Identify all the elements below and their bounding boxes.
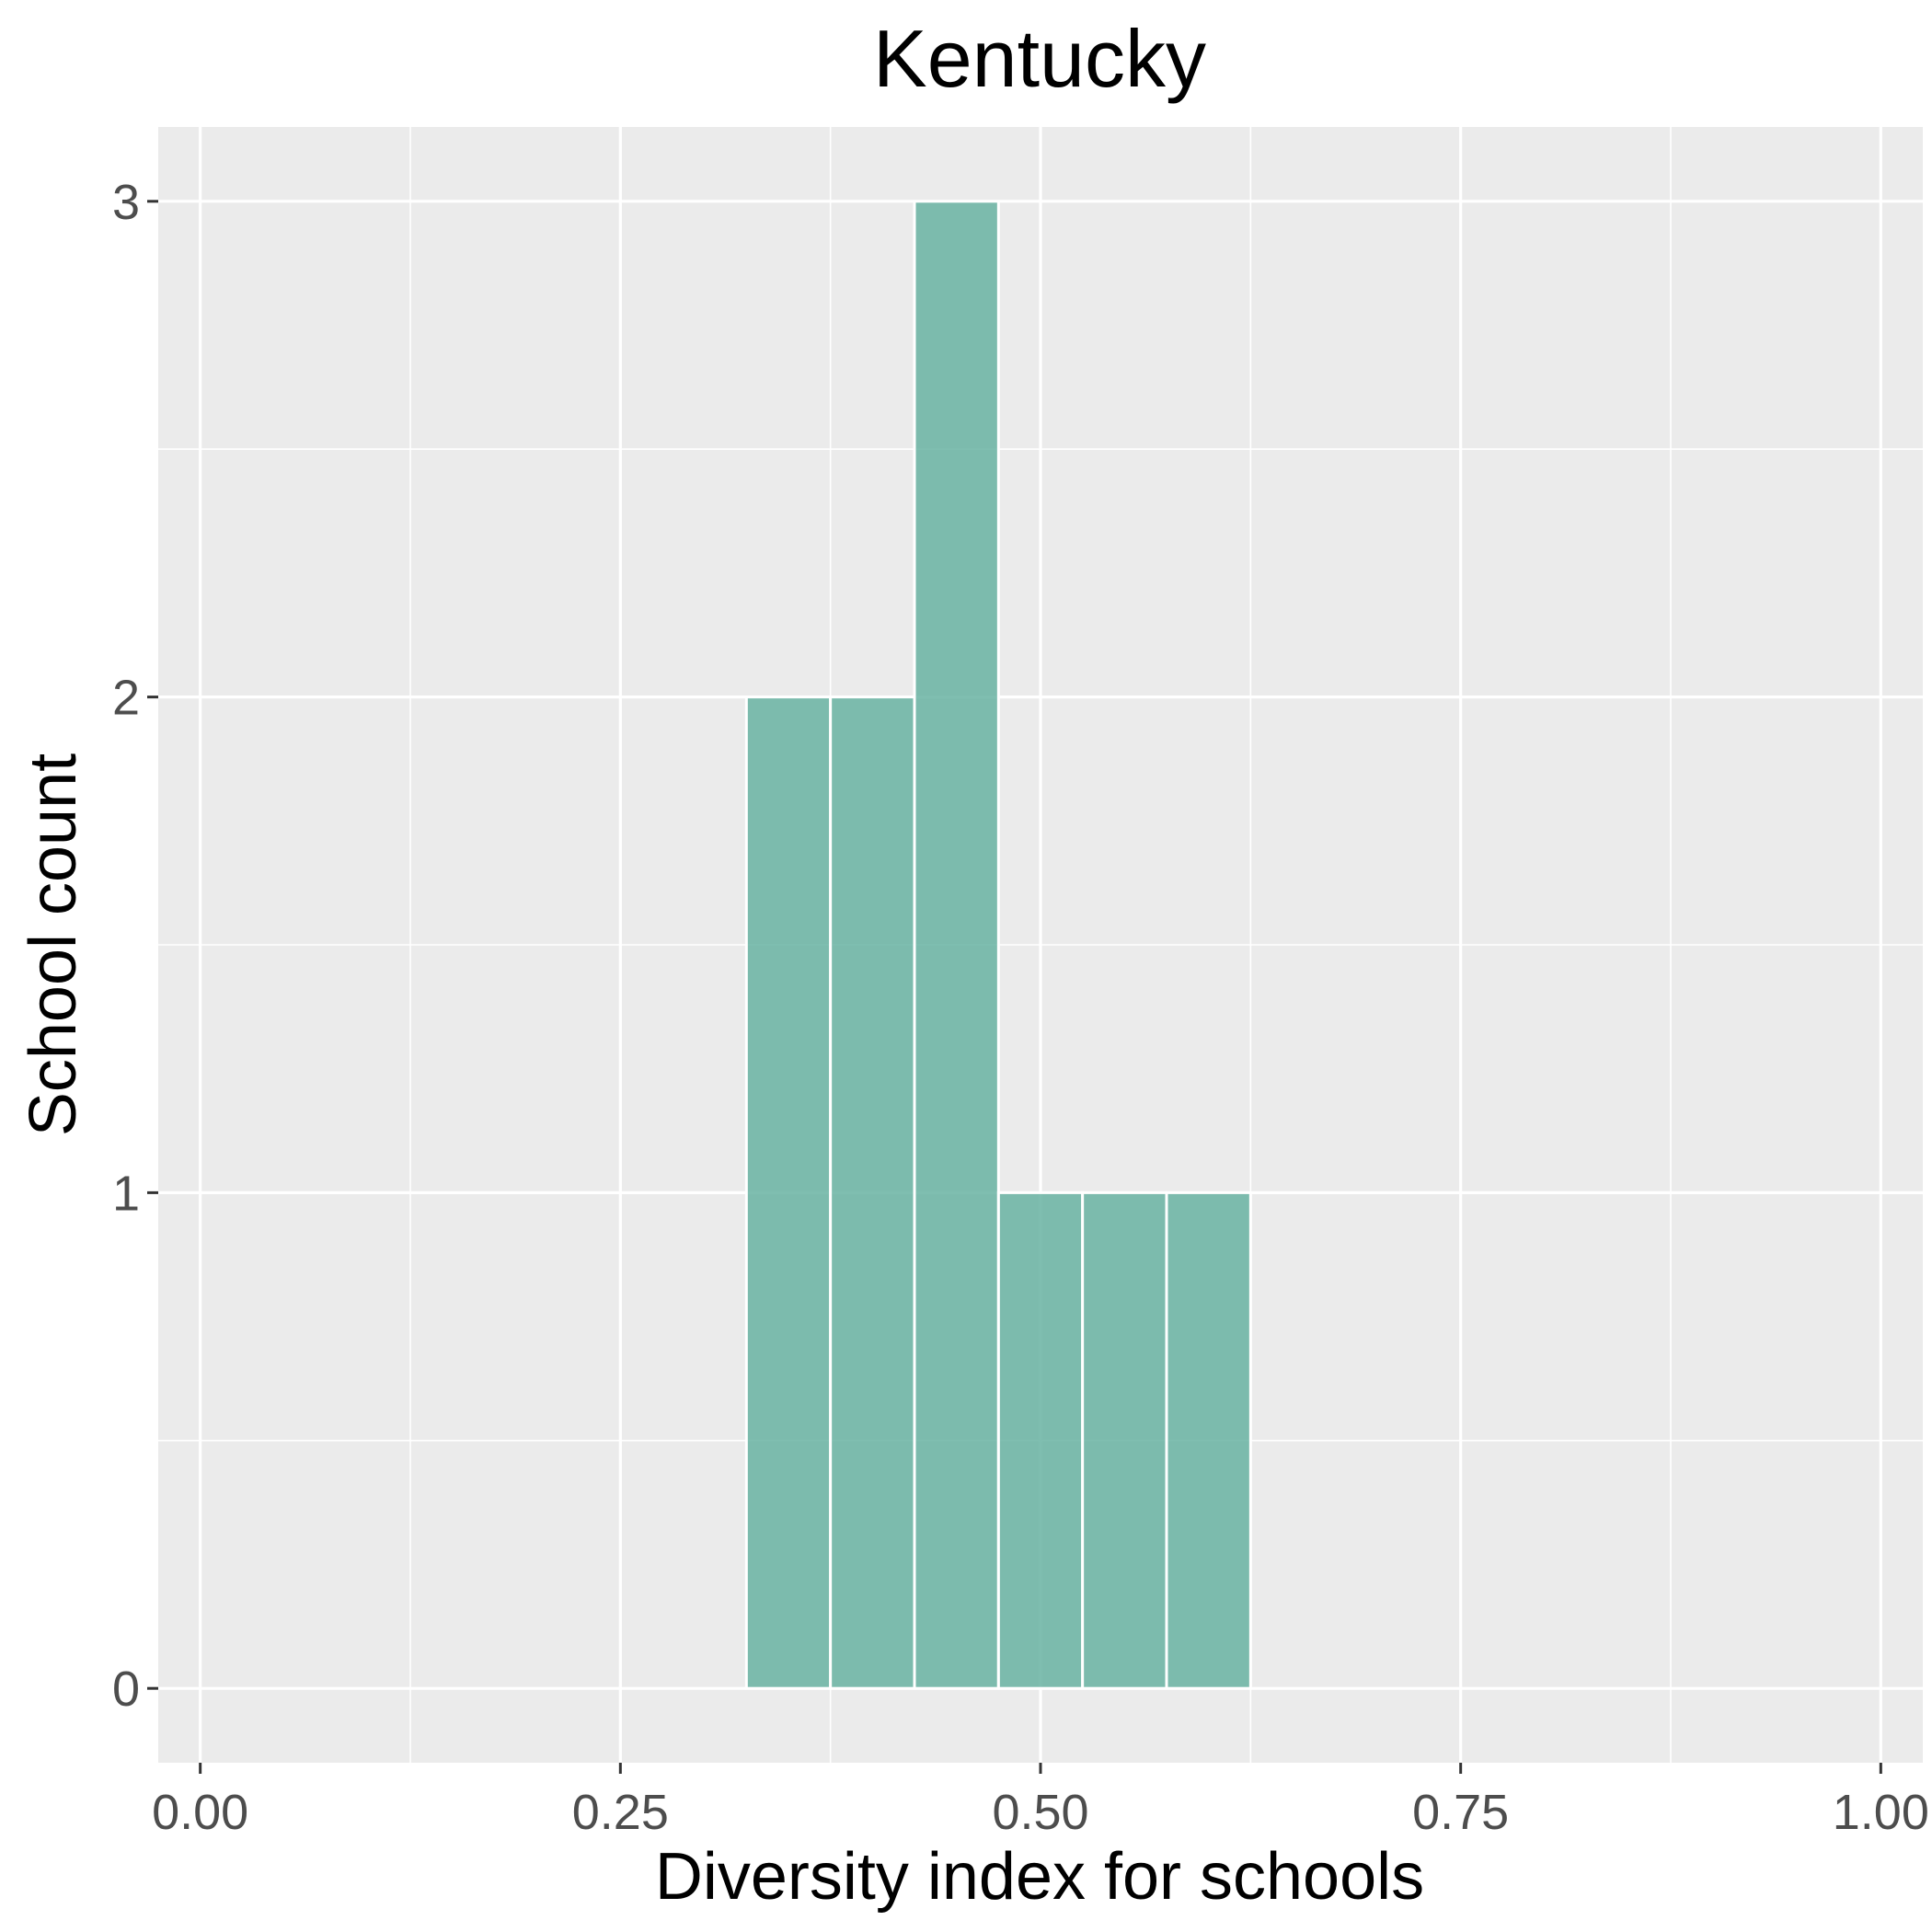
x-tick-label: 0.00 [152, 1785, 248, 1840]
x-axis-ticks: 0.00 0.25 0.50 0.75 1.00 [152, 1763, 1929, 1840]
y-tick-label: 1 [112, 1166, 140, 1221]
histogram-bar [744, 696, 833, 1690]
histogram-bar [913, 200, 1000, 1690]
x-tick-label: 1.00 [1833, 1785, 1929, 1840]
histogram-bars [744, 200, 1252, 1690]
histogram-bar [829, 696, 916, 1690]
y-axis-title: School count [17, 753, 90, 1136]
x-axis-title: Diversity index for schools [655, 1840, 1424, 1914]
histogram-bar [1081, 1190, 1168, 1690]
chart-title: Kentucky [873, 13, 1206, 104]
x-tick-label: 0.75 [1412, 1785, 1509, 1840]
x-tick-label: 0.50 [992, 1785, 1088, 1840]
x-tick-label: 0.25 [572, 1785, 669, 1840]
histogram-bar [1165, 1190, 1252, 1690]
y-tick-label: 2 [112, 671, 140, 726]
y-tick-label: 3 [112, 175, 140, 230]
major-gridlines [158, 127, 1923, 1763]
histogram-bar [996, 1190, 1085, 1690]
y-axis-ticks: 0 1 2 3 [112, 175, 158, 1717]
y-tick-label: 0 [112, 1662, 140, 1717]
